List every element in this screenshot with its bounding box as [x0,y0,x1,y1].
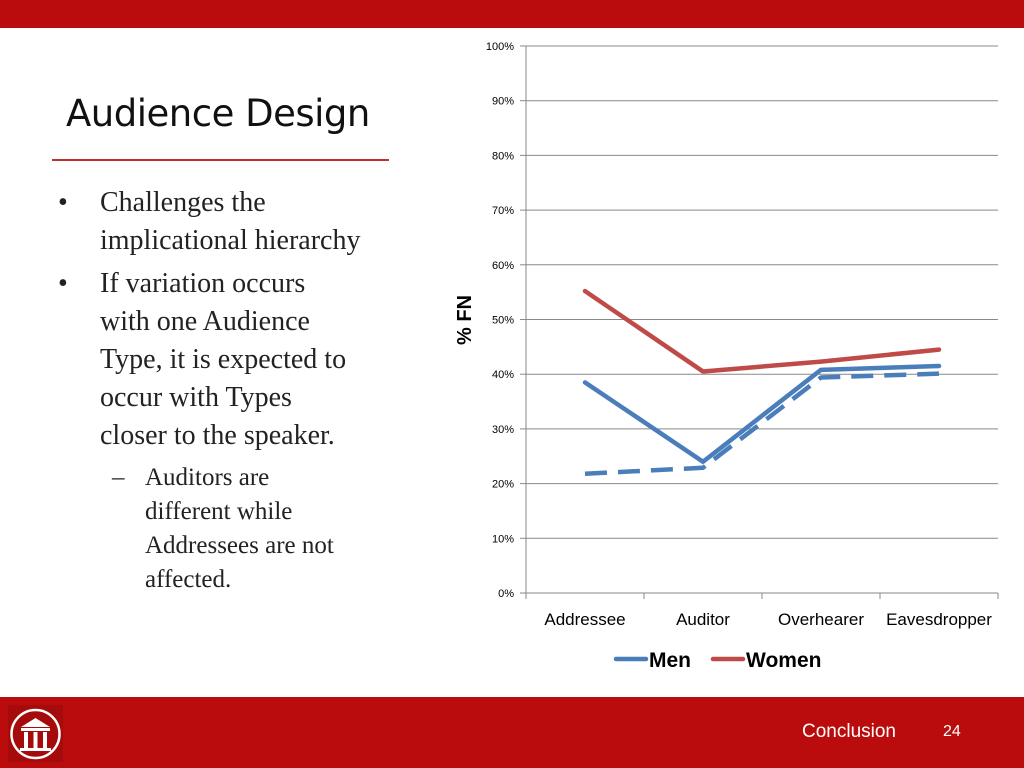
y-tick-label: 50% [492,315,514,327]
series-line-unnamed-dashed [584,371,940,477]
sub-bullet-marker: – [112,464,125,491]
x-tick-label: Addressee [544,610,625,629]
y-tick-label: 60% [492,260,514,272]
y-tick-label: 0% [498,588,514,600]
bullet-text: If variation occurs with one Audience Ty… [100,268,347,451]
y-tick-label: 40% [492,369,514,381]
title-underline [52,159,389,161]
y-tick-label: 20% [492,479,514,491]
x-tick-label: Overhearer [778,610,864,629]
y-tick-label: 30% [492,424,514,436]
university-arch-logo [8,705,63,762]
bullet-text: Challenges the implicational hierarchy [100,187,361,256]
y-tick-label: 80% [492,150,514,162]
y-tick-label: 10% [492,533,514,545]
legend-label-women: Women [746,649,821,672]
series-line-men [582,363,942,464]
top-banner [0,0,1024,28]
y-axis-title: % FN [454,295,476,345]
page-number: 24 [943,723,961,740]
line-chart: 0% 10% 20% 30% 40% 50% 60% 70% 80% 90% 100% Address… [454,41,999,672]
sub-bullet-text: Auditors are different while Addressees … [145,464,334,593]
x-tick-label: Auditor [676,610,730,629]
legend-label-men: Men [649,649,691,672]
y-tick-label: 100% [486,41,514,53]
bullet-marker: • [58,187,68,218]
y-tick-label: 70% [492,205,514,217]
bottom-banner [0,697,1024,768]
x-tick-label: Eavesdropper [886,610,992,629]
slide-title: Audience Design [66,92,370,135]
bullet-marker: • [58,268,68,299]
footer-section-label: Conclusion [802,721,896,742]
y-tick-label: 90% [492,96,514,108]
series-line-women [582,288,942,374]
